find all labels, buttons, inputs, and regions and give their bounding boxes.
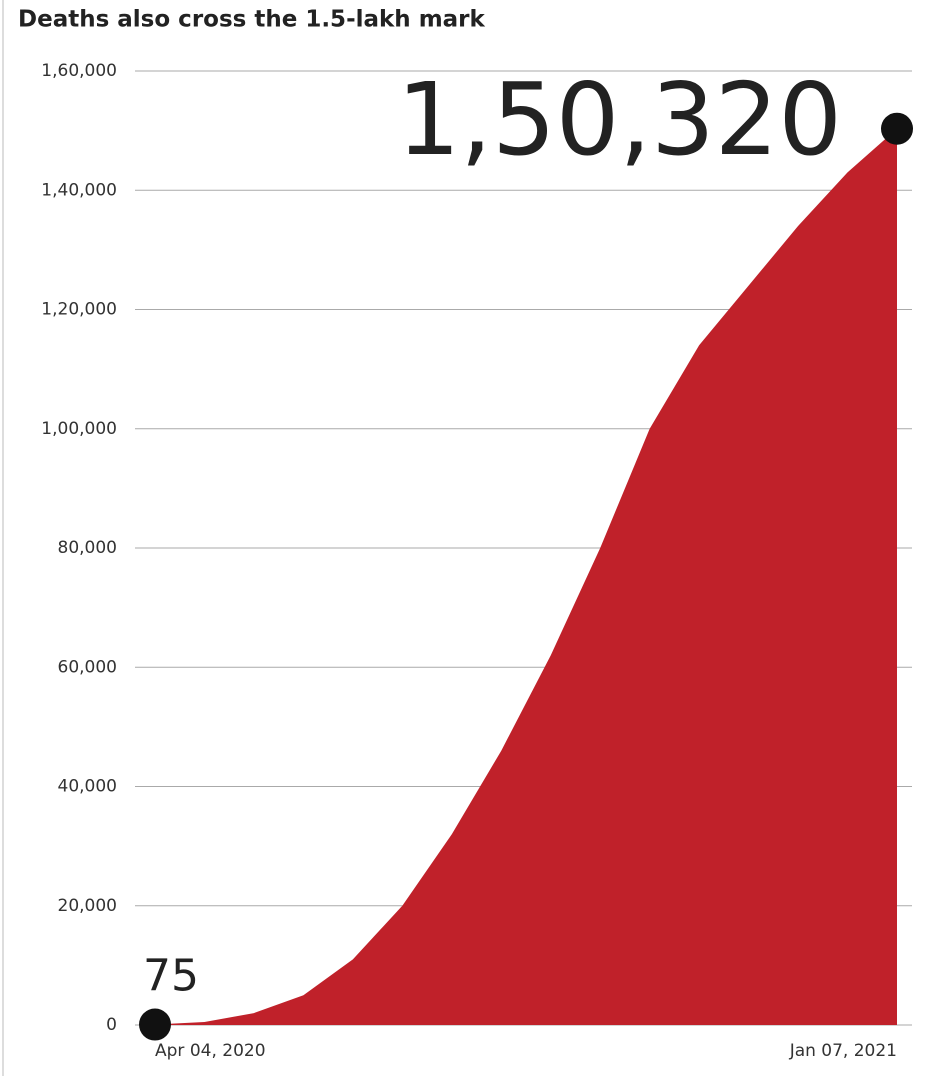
y-tick-label: 40,000: [58, 777, 117, 797]
chart-title: Deaths also cross the 1.5-lakh mark: [18, 7, 486, 33]
x-tick-label: Apr 04, 2020: [155, 1041, 266, 1061]
y-tick-label: 1,40,000: [41, 180, 117, 200]
y-tick-label: 1,20,000: [41, 300, 117, 320]
y-tick-label: 60,000: [58, 657, 117, 677]
y-tick-label: 80,000: [58, 538, 117, 558]
y-tick-label: 1,60,000: [41, 61, 117, 81]
data-label: 75: [143, 951, 199, 1002]
area: [155, 128, 897, 1026]
y-tick-label: 1,00,000: [41, 419, 117, 439]
data-label: 1,50,320: [397, 61, 842, 178]
end-dot: [881, 112, 913, 145]
x-tick-label: Jan 07, 2021: [789, 1041, 897, 1061]
y-tick-label: 20,000: [58, 896, 117, 916]
y-tick-label: 0: [106, 1015, 117, 1035]
end-dot: [139, 1008, 171, 1041]
